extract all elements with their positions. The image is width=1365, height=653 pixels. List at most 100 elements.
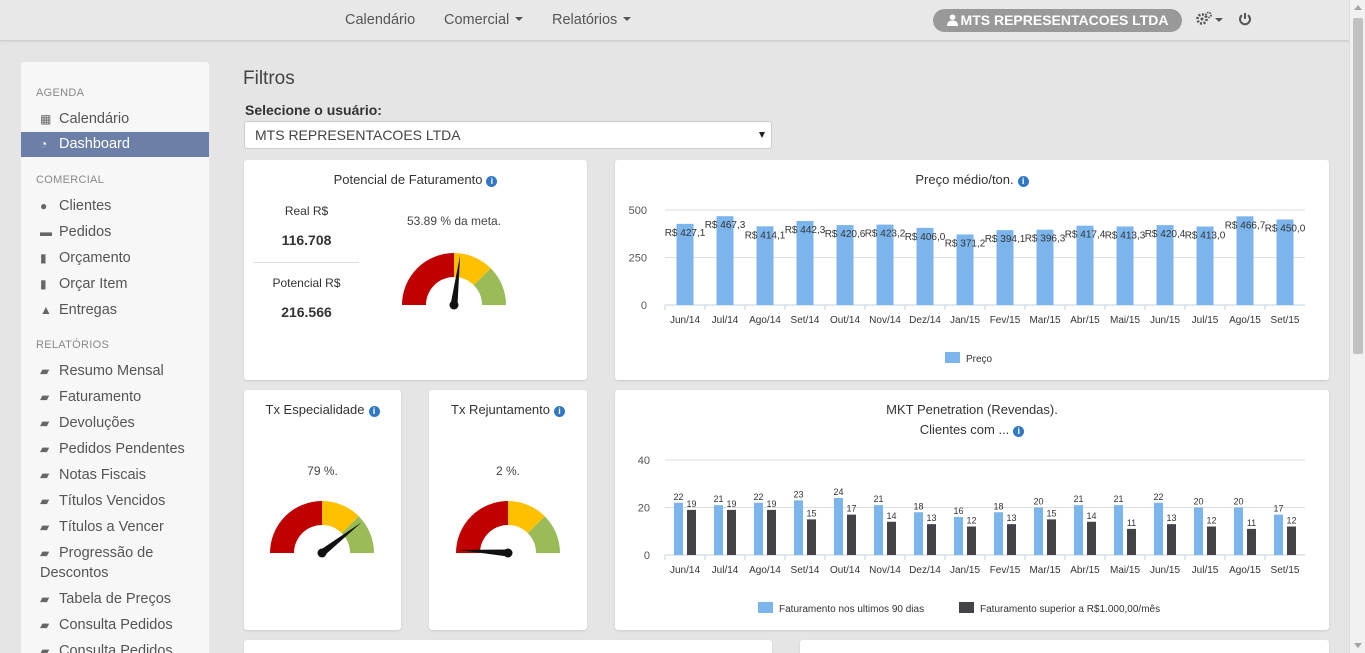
page-scrollbar[interactable] [1349, 0, 1365, 653]
sidebar-item-progressao-descontos[interactable]: ▰ Progressão de Descontos [21, 543, 209, 583]
road-icon: ▲ [40, 303, 52, 317]
real-value: 116.708 [281, 232, 332, 248]
bar-faturamento-90-dias[interactable] [1274, 514, 1283, 555]
nav-comercial-label: Comercial [444, 12, 510, 28]
info-icon[interactable]: i [1013, 426, 1025, 437]
nav-comercial[interactable]: Comercial [444, 12, 524, 28]
user-badge[interactable]: MTS REPRESENTACOES LTDA [933, 9, 1182, 32]
legend-swatch[interactable] [758, 602, 773, 613]
bar-faturamento-90-dias[interactable] [714, 505, 723, 555]
legend-label[interactable]: Faturamento nos ultimos 90 dias [779, 604, 924, 615]
bar-preco[interactable] [916, 227, 934, 305]
sidebar-item-calendario[interactable]: ▦ Calendário [21, 109, 209, 129]
user-select[interactable]: MTS REPRESENTACOES LTDA [244, 121, 772, 149]
bar-faturamento-superior[interactable] [967, 526, 976, 556]
bar-faturamento-superior[interactable] [1047, 519, 1056, 555]
sidebar-item-titulos-vencidos[interactable]: ▰ Títulos Vencidos [21, 491, 209, 511]
bar-faturamento-90-dias[interactable] [914, 512, 923, 555]
bar-preco[interactable] [876, 224, 894, 305]
bar-preco[interactable] [956, 234, 974, 305]
sidebar-item-pedidos-pendentes[interactable]: ▰ Pedidos Pendentes [21, 439, 209, 459]
info-icon[interactable]: i [486, 176, 498, 187]
bar-faturamento-superior[interactable] [807, 519, 816, 555]
info-icon[interactable]: i [554, 406, 565, 417]
sidebar-item-dashboard[interactable]: ◔ Dashboard [21, 132, 209, 157]
bar-preco[interactable] [996, 230, 1014, 305]
data-label: R$ 420,4 [1145, 229, 1186, 240]
sidebar-item-entregas[interactable]: ▲ Entregas [21, 300, 209, 320]
sidebar-item-devolucoes[interactable]: ▰ Devoluções [21, 413, 209, 433]
bar-preco[interactable] [1116, 226, 1134, 305]
sidebar-item-clientes[interactable]: ● Clientes [21, 196, 209, 216]
bar-preco[interactable] [836, 225, 854, 305]
cart-icon: ▬ [40, 225, 52, 239]
sidebar-item-orcamento[interactable]: ▮ Orçamento [21, 248, 209, 268]
pct-text: 2 %. [495, 464, 520, 478]
x-tick-label: Set/15 [1271, 315, 1300, 326]
bar-faturamento-superior[interactable] [1087, 521, 1096, 555]
sidebar-item-resumo-mensal[interactable]: ▰ Resumo Mensal [21, 361, 209, 381]
bar-faturamento-superior[interactable] [847, 514, 856, 555]
bar-faturamento-superior[interactable] [1287, 526, 1296, 556]
sidebar-item-tabela-precos[interactable]: ▰ Tabela de Preços [21, 589, 209, 609]
bar-faturamento-90-dias[interactable] [674, 502, 683, 555]
data-label: R$ 414,1 [745, 230, 786, 241]
bar-preco[interactable] [1156, 225, 1174, 305]
bar-faturamento-90-dias[interactable] [994, 512, 1003, 555]
bar-faturamento-superior[interactable] [687, 509, 696, 555]
bar-preco[interactable] [1036, 229, 1054, 305]
legend-swatch[interactable] [959, 602, 974, 613]
scrollbar-thumb[interactable] [1353, 18, 1363, 354]
nav-calendario[interactable]: Calendário [345, 12, 416, 28]
x-tick-label: Jan/15 [950, 565, 980, 576]
bar-faturamento-90-dias[interactable] [1234, 507, 1243, 556]
bar-preco[interactable] [1276, 219, 1294, 306]
sidebar-item-consulta-pedidos[interactable]: ▰ Consulta Pedidos [21, 615, 209, 635]
bar-faturamento-90-dias[interactable] [874, 505, 883, 555]
scroll-down-icon[interactable] [1354, 643, 1362, 648]
scroll-up-icon[interactable] [1354, 5, 1362, 10]
bar-faturamento-90-dias[interactable] [1154, 502, 1163, 555]
nav-relatorios[interactable]: Relatórios [552, 12, 632, 28]
bar-faturamento-superior[interactable] [1167, 524, 1176, 555]
bar-faturamento-superior[interactable] [887, 521, 896, 555]
bar-faturamento-90-dias[interactable] [834, 498, 843, 555]
sidebar-section-agenda: AGENDA [36, 87, 85, 99]
bar-preco[interactable] [716, 216, 734, 305]
bar-faturamento-superior[interactable] [927, 524, 936, 555]
bar-faturamento-superior[interactable] [1207, 526, 1216, 556]
bar-faturamento-superior[interactable] [1127, 528, 1136, 555]
bar-faturamento-superior[interactable] [1007, 524, 1016, 555]
bar-preco[interactable] [796, 220, 814, 305]
bar-preco[interactable] [1196, 226, 1214, 305]
sidebar-item-titulos-a-vencer[interactable]: ▰ Títulos a Vencer [21, 517, 209, 537]
bar-faturamento-superior[interactable] [1247, 528, 1256, 555]
bar-faturamento-90-dias[interactable] [1194, 507, 1203, 556]
bar-preco[interactable] [1236, 216, 1254, 305]
logout-button[interactable] [1238, 12, 1252, 30]
legend-swatch[interactable] [945, 352, 960, 363]
legend-label[interactable]: Faturamento superior a R$1.000,00/mês [980, 604, 1160, 615]
bar-preco[interactable] [756, 226, 774, 305]
sidebar-item-consulta-pedidos-2[interactable]: ▰ Consulta Pedidos [21, 641, 209, 653]
bar-faturamento-90-dias[interactable] [1074, 505, 1083, 555]
bar-faturamento-90-dias[interactable] [794, 500, 803, 555]
bar-preco[interactable] [1076, 225, 1094, 305]
sidebar-item-faturamento[interactable]: ▰ Faturamento [21, 387, 209, 407]
bar-faturamento-superior[interactable] [727, 509, 736, 555]
user-select-value: MTS REPRESENTACOES LTDA [255, 127, 461, 143]
bar-faturamento-90-dias[interactable] [1034, 507, 1043, 556]
legend-label[interactable]: Preço [966, 354, 993, 365]
sidebar-item-notas-fiscais[interactable]: ▰ Notas Fiscais [21, 465, 209, 485]
settings-menu[interactable] [1196, 11, 1223, 30]
sidebar-item-pedidos[interactable]: ▬ Pedidos [21, 222, 209, 242]
bar-faturamento-superior[interactable] [767, 509, 776, 555]
bar-faturamento-90-dias[interactable] [954, 517, 963, 555]
info-icon[interactable]: i [1017, 176, 1029, 187]
info-icon[interactable]: i [368, 406, 380, 417]
bar-faturamento-90-dias[interactable] [754, 502, 763, 555]
sidebar-item-orcar-item[interactable]: ▮ Orçar Item [21, 274, 209, 294]
bar-faturamento-90-dias[interactable] [1114, 505, 1123, 555]
bar-preco[interactable] [676, 223, 694, 305]
potencial-value: 216.566 [281, 304, 332, 320]
